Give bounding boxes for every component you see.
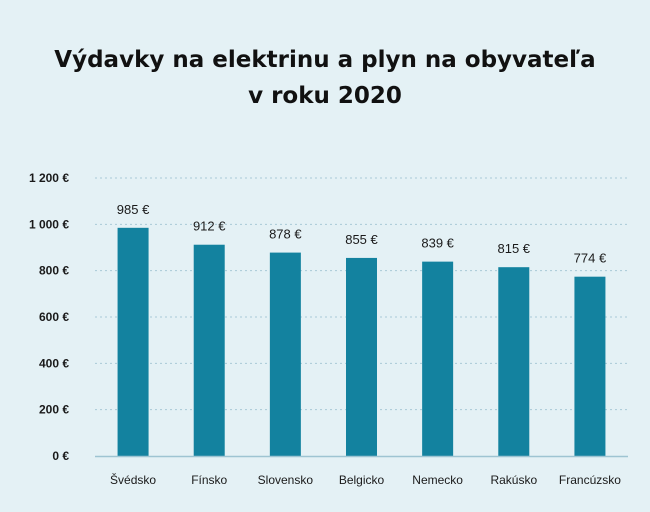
bar (346, 257, 377, 456)
bar (193, 244, 225, 456)
bar (422, 261, 454, 456)
y-tick-label: 800 € (39, 264, 69, 278)
data-label: 815 € (498, 241, 531, 256)
data-labels: 985 € 912 € 878 € 855 € 839 € 815 € 774 € (117, 202, 607, 266)
x-tick-label: Švédsko (110, 472, 156, 487)
chart-title: Výdavky na elektrinu a plyn na obyvateľa… (0, 42, 650, 114)
bar (269, 252, 301, 456)
y-axis-ticks: 0 € 200 € 400 € 600 € 800 € 1 000 € 1 200 € (29, 171, 69, 463)
data-label: 912 € (193, 219, 226, 234)
y-tick-label: 0 € (52, 449, 69, 463)
bars (117, 227, 606, 456)
y-tick-label: 1 200 € (29, 171, 69, 185)
x-tick-label: Francúzsko (559, 473, 621, 487)
bar (117, 227, 149, 456)
x-tick-label: Fínsko (191, 473, 227, 487)
bar (574, 276, 606, 456)
chart-title-line-1: Výdavky na elektrinu a plyn na obyvateľa (54, 47, 596, 73)
data-label: 839 € (421, 236, 454, 251)
bar (498, 267, 530, 456)
y-tick-label: 600 € (39, 310, 69, 324)
data-label: 855 € (345, 232, 378, 247)
y-tick-label: 1 000 € (29, 217, 69, 231)
y-tick-label: 200 € (39, 403, 69, 417)
x-tick-label: Slovensko (258, 473, 314, 487)
data-label: 878 € (269, 227, 302, 242)
y-tick-label: 400 € (39, 356, 69, 370)
x-tick-label: Belgicko (339, 473, 385, 487)
x-tick-label: Nemecko (412, 473, 463, 487)
chart-title-line-2: v roku 2020 (248, 83, 402, 109)
x-axis-ticks: Švédsko Fínsko Slovensko Belgicko Nemecko Rak… (110, 472, 621, 487)
data-label: 985 € (117, 202, 150, 217)
x-tick-label: Rakúsko (490, 473, 537, 487)
data-label: 774 € (574, 251, 607, 266)
